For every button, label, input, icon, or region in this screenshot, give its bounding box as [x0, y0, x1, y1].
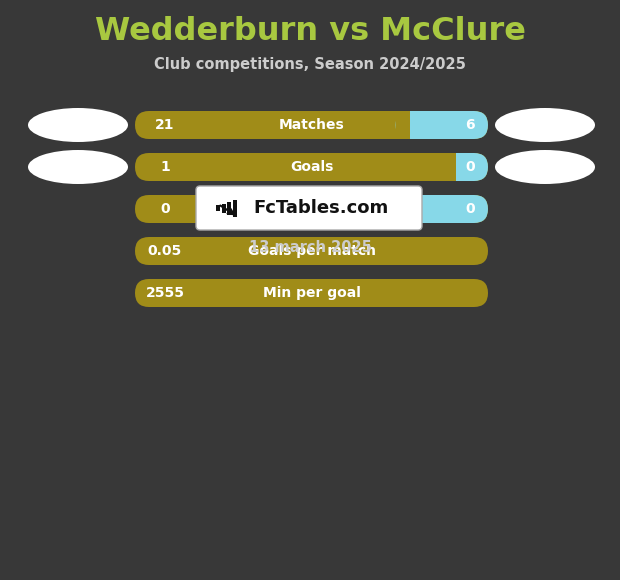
FancyBboxPatch shape — [135, 237, 488, 265]
Text: FcTables.com: FcTables.com — [254, 199, 389, 217]
Text: 0: 0 — [465, 160, 475, 174]
Ellipse shape — [28, 150, 128, 184]
Text: Min per goal: Min per goal — [262, 286, 360, 300]
FancyBboxPatch shape — [298, 195, 488, 223]
FancyBboxPatch shape — [135, 111, 488, 139]
Text: Matches: Matches — [278, 118, 344, 132]
Ellipse shape — [28, 108, 128, 142]
FancyBboxPatch shape — [396, 111, 488, 139]
Ellipse shape — [495, 108, 595, 142]
Text: 1: 1 — [160, 160, 170, 174]
Text: Wedderburn vs McClure: Wedderburn vs McClure — [95, 16, 525, 48]
Bar — [298, 195, 311, 223]
FancyBboxPatch shape — [196, 186, 422, 230]
Text: Hattricks: Hattricks — [276, 202, 347, 216]
Text: Goals per match: Goals per match — [247, 244, 376, 258]
Bar — [232, 200, 236, 216]
Text: 2555: 2555 — [146, 286, 185, 300]
FancyBboxPatch shape — [442, 153, 488, 181]
Text: 0.05: 0.05 — [148, 244, 182, 258]
Text: 21: 21 — [155, 118, 175, 132]
Text: 6: 6 — [465, 118, 475, 132]
Bar — [221, 204, 226, 212]
Ellipse shape — [495, 150, 595, 184]
FancyBboxPatch shape — [135, 153, 488, 181]
Text: 0: 0 — [160, 202, 170, 216]
Bar — [227, 201, 231, 215]
Bar — [442, 153, 456, 181]
Text: Club competitions, Season 2024/2025: Club competitions, Season 2024/2025 — [154, 56, 466, 71]
Bar — [396, 111, 410, 139]
Text: 13 march 2025: 13 march 2025 — [249, 240, 371, 255]
FancyBboxPatch shape — [135, 279, 488, 307]
Bar — [216, 205, 220, 211]
Text: 0: 0 — [465, 202, 475, 216]
FancyBboxPatch shape — [135, 195, 488, 223]
Text: Goals: Goals — [290, 160, 333, 174]
